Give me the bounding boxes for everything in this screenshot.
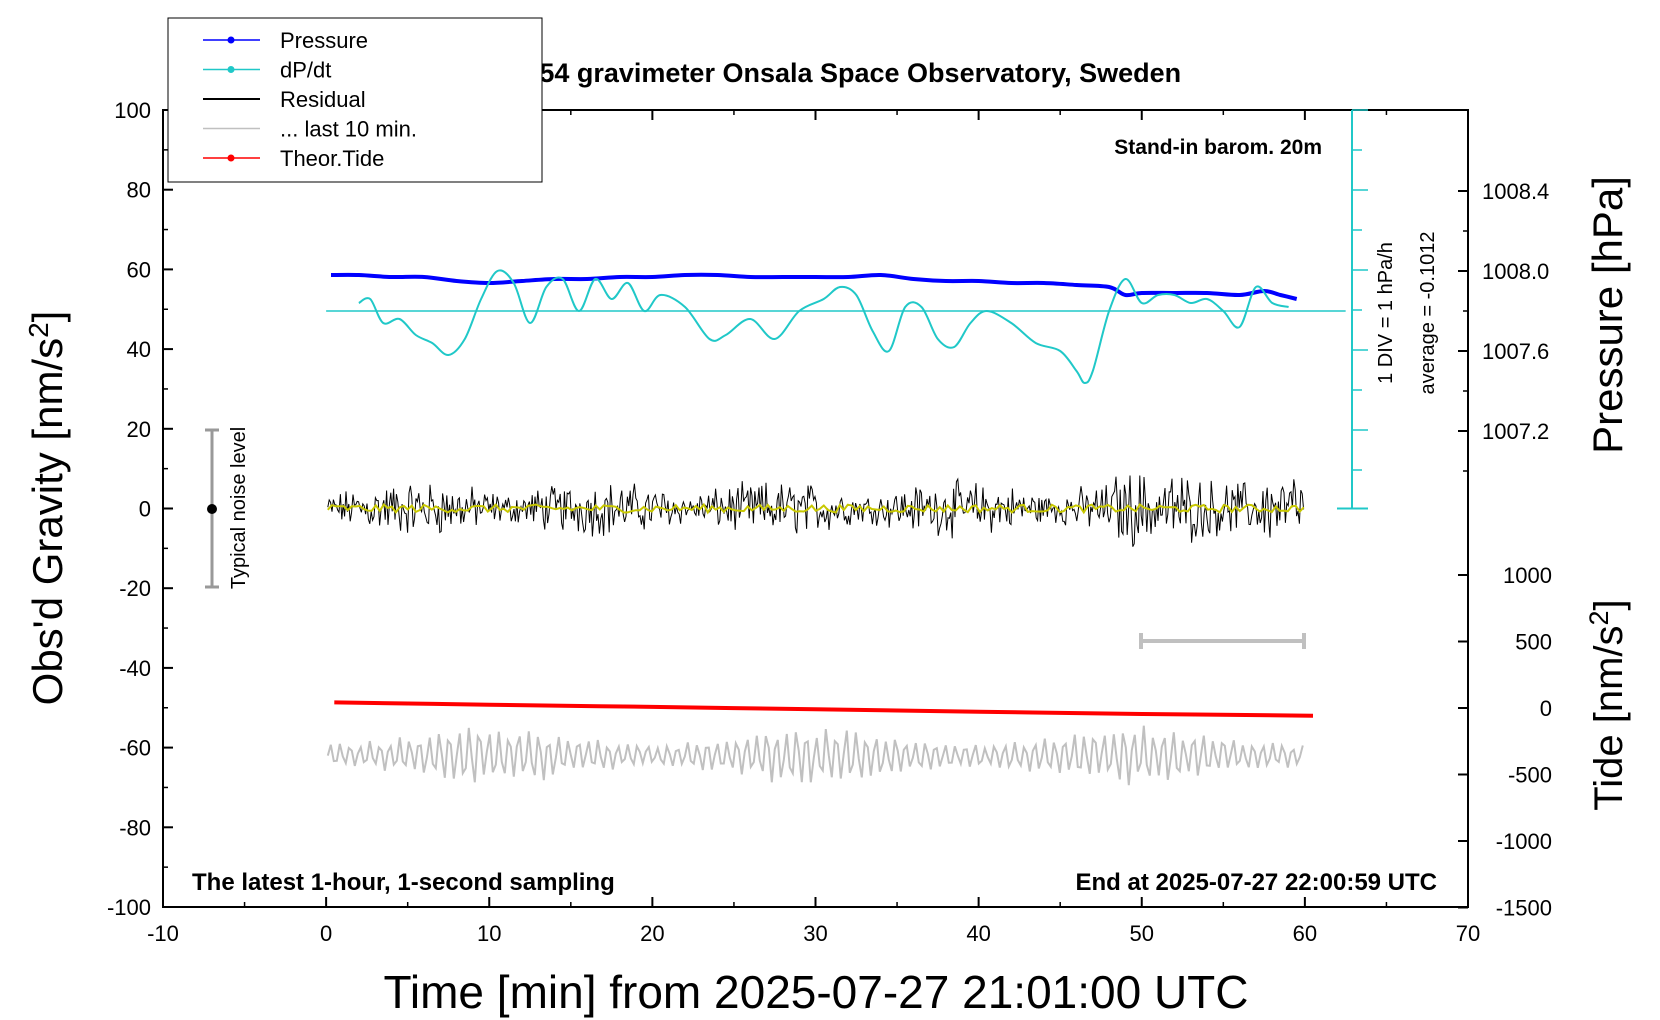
noise-level-label: Typical noise level (228, 427, 250, 589)
x-tick-label: 40 (966, 921, 990, 946)
noise-level-dot (207, 504, 217, 514)
pressure-tick-label: 1008.4 (1482, 179, 1549, 204)
legend-label: Pressure (280, 28, 368, 53)
y-tick-label: 40 (127, 337, 151, 362)
legend-marker (227, 36, 235, 44)
legend-marker (227, 154, 235, 162)
theoretical-tide-series-line (334, 700, 1314, 718)
y-axis-label-gravity: Obs'd Gravity [nm/s2] (23, 311, 71, 706)
y-tick-label: -20 (119, 576, 151, 601)
tide-tick-label: -500 (1508, 763, 1552, 788)
data-series (326, 269, 1346, 718)
axes: -10 0 10 20 30 40 50 60 70100806040200-20-40-60-… (107, 98, 1552, 946)
x-tick-label: 0 (320, 921, 332, 946)
dpdt-series-line (358, 269, 1289, 385)
y-tick-label: -60 (119, 736, 151, 761)
pressure-tick-label: 1007.2 (1482, 419, 1549, 444)
residual-and-last10-traces (326, 475, 1305, 786)
y-tick-label: 80 (127, 178, 151, 203)
x-tick-label: 30 (803, 921, 827, 946)
x-tick-label: 10 (477, 921, 501, 946)
residual-trace (327, 475, 1305, 547)
x-tick-label: 20 (640, 921, 664, 946)
bottom-left-note: The latest 1-hour, 1-second sampling (192, 869, 615, 896)
residual-smoothed-trace (327, 502, 1305, 515)
legend-label: ... last 10 min. (280, 117, 417, 142)
tide-tick-label: 0 (1540, 696, 1552, 721)
y-tick-label: -80 (119, 815, 151, 840)
y-axis-label-tide: Tide [nm/s2] (1584, 599, 1631, 810)
tide-tick-label: 500 (1515, 630, 1552, 655)
tide-tick-label: 1000 (1503, 563, 1552, 588)
plot-frame (162, 109, 1469, 908)
legend-label: dP/dt (280, 58, 331, 83)
bottom-right-note: End at 2025-07-27 22:00:59 UTC (1076, 869, 1438, 896)
y-tick-label: -40 (119, 656, 151, 681)
y-tick-label: 0 (139, 497, 151, 522)
legend: Pressure dP/dt Residual ... last 10 min. The… (203, 28, 417, 171)
x-tick-label: 50 (1130, 921, 1154, 946)
last-10-min-trace (326, 725, 1304, 786)
y-axis-label-pressure: Pressure [hPa] (1584, 176, 1631, 454)
y-tick-label: 60 (127, 257, 151, 282)
legend-marker (227, 66, 235, 73)
x-tick-label: 60 (1293, 921, 1317, 946)
pressure-tick-label: 1007.6 (1482, 339, 1549, 364)
x-tick-label: 70 (1456, 921, 1480, 946)
average-annotation: average = -0.1012 (1417, 232, 1439, 395)
legend-label: Theor.Tide (280, 146, 384, 171)
stand-in-annotation: Stand-in barom. 20m (1114, 136, 1322, 159)
y-tick-label: -100 (107, 895, 151, 920)
last-10-min-range-bar (1139, 633, 1306, 649)
x-tick-label: -10 (147, 921, 179, 946)
y-tick-label: 100 (114, 98, 151, 123)
chart-title: SCG_054 gravimeter Onsala Space Observat… (451, 58, 1181, 88)
div-annotation: 1 DIV = 1 hPa/h (1375, 242, 1397, 384)
tide-tick-label: -1500 (1496, 896, 1552, 921)
pressure-tick-label: 1008.0 (1482, 259, 1549, 284)
legend-label: Residual (280, 87, 366, 112)
y-tick-label: 20 (127, 417, 151, 442)
x-axis-label: Time [min] from 2025-07-27 21:01:00 UTC (384, 966, 1249, 1018)
tide-tick-label: -1000 (1496, 829, 1552, 854)
pressure-series-line (330, 272, 1298, 301)
